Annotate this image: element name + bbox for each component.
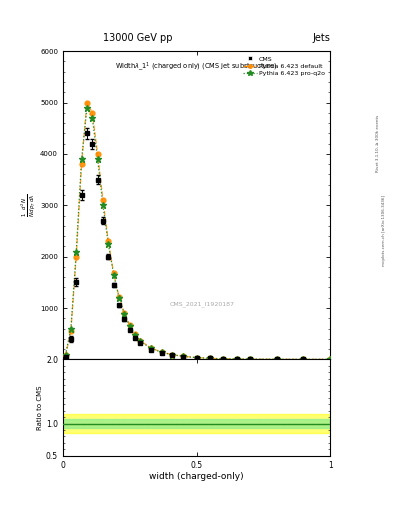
Bar <box>63 419 330 428</box>
Y-axis label: Ratio to CMS: Ratio to CMS <box>37 385 43 430</box>
Y-axis label: $\frac{1}{N}\frac{d^{2}N}{dp_{T}\,d\lambda}$: $\frac{1}{N}\frac{d^{2}N}{dp_{T}\,d\lamb… <box>19 194 37 217</box>
Text: Rivet 3.1.10, ≥ 300k events: Rivet 3.1.10, ≥ 300k events <box>376 115 380 172</box>
Text: CMS_2021_I1920187: CMS_2021_I1920187 <box>169 301 234 307</box>
Legend: CMS, Pythia 6.423 default, Pythia 6.423 pro-q2o: CMS, Pythia 6.423 default, Pythia 6.423 … <box>241 54 327 78</box>
Text: mcplots.cern.ch [arXiv:1306.3436]: mcplots.cern.ch [arXiv:1306.3436] <box>382 195 386 266</box>
Text: Jets: Jets <box>312 33 330 44</box>
X-axis label: width (charged-only): width (charged-only) <box>149 472 244 481</box>
Text: 13000 GeV pp: 13000 GeV pp <box>103 33 172 44</box>
Text: Width$\lambda\_1^1$ (charged only) (CMS jet substructure): Width$\lambda\_1^1$ (charged only) (CMS … <box>115 60 278 73</box>
Bar <box>63 414 330 433</box>
